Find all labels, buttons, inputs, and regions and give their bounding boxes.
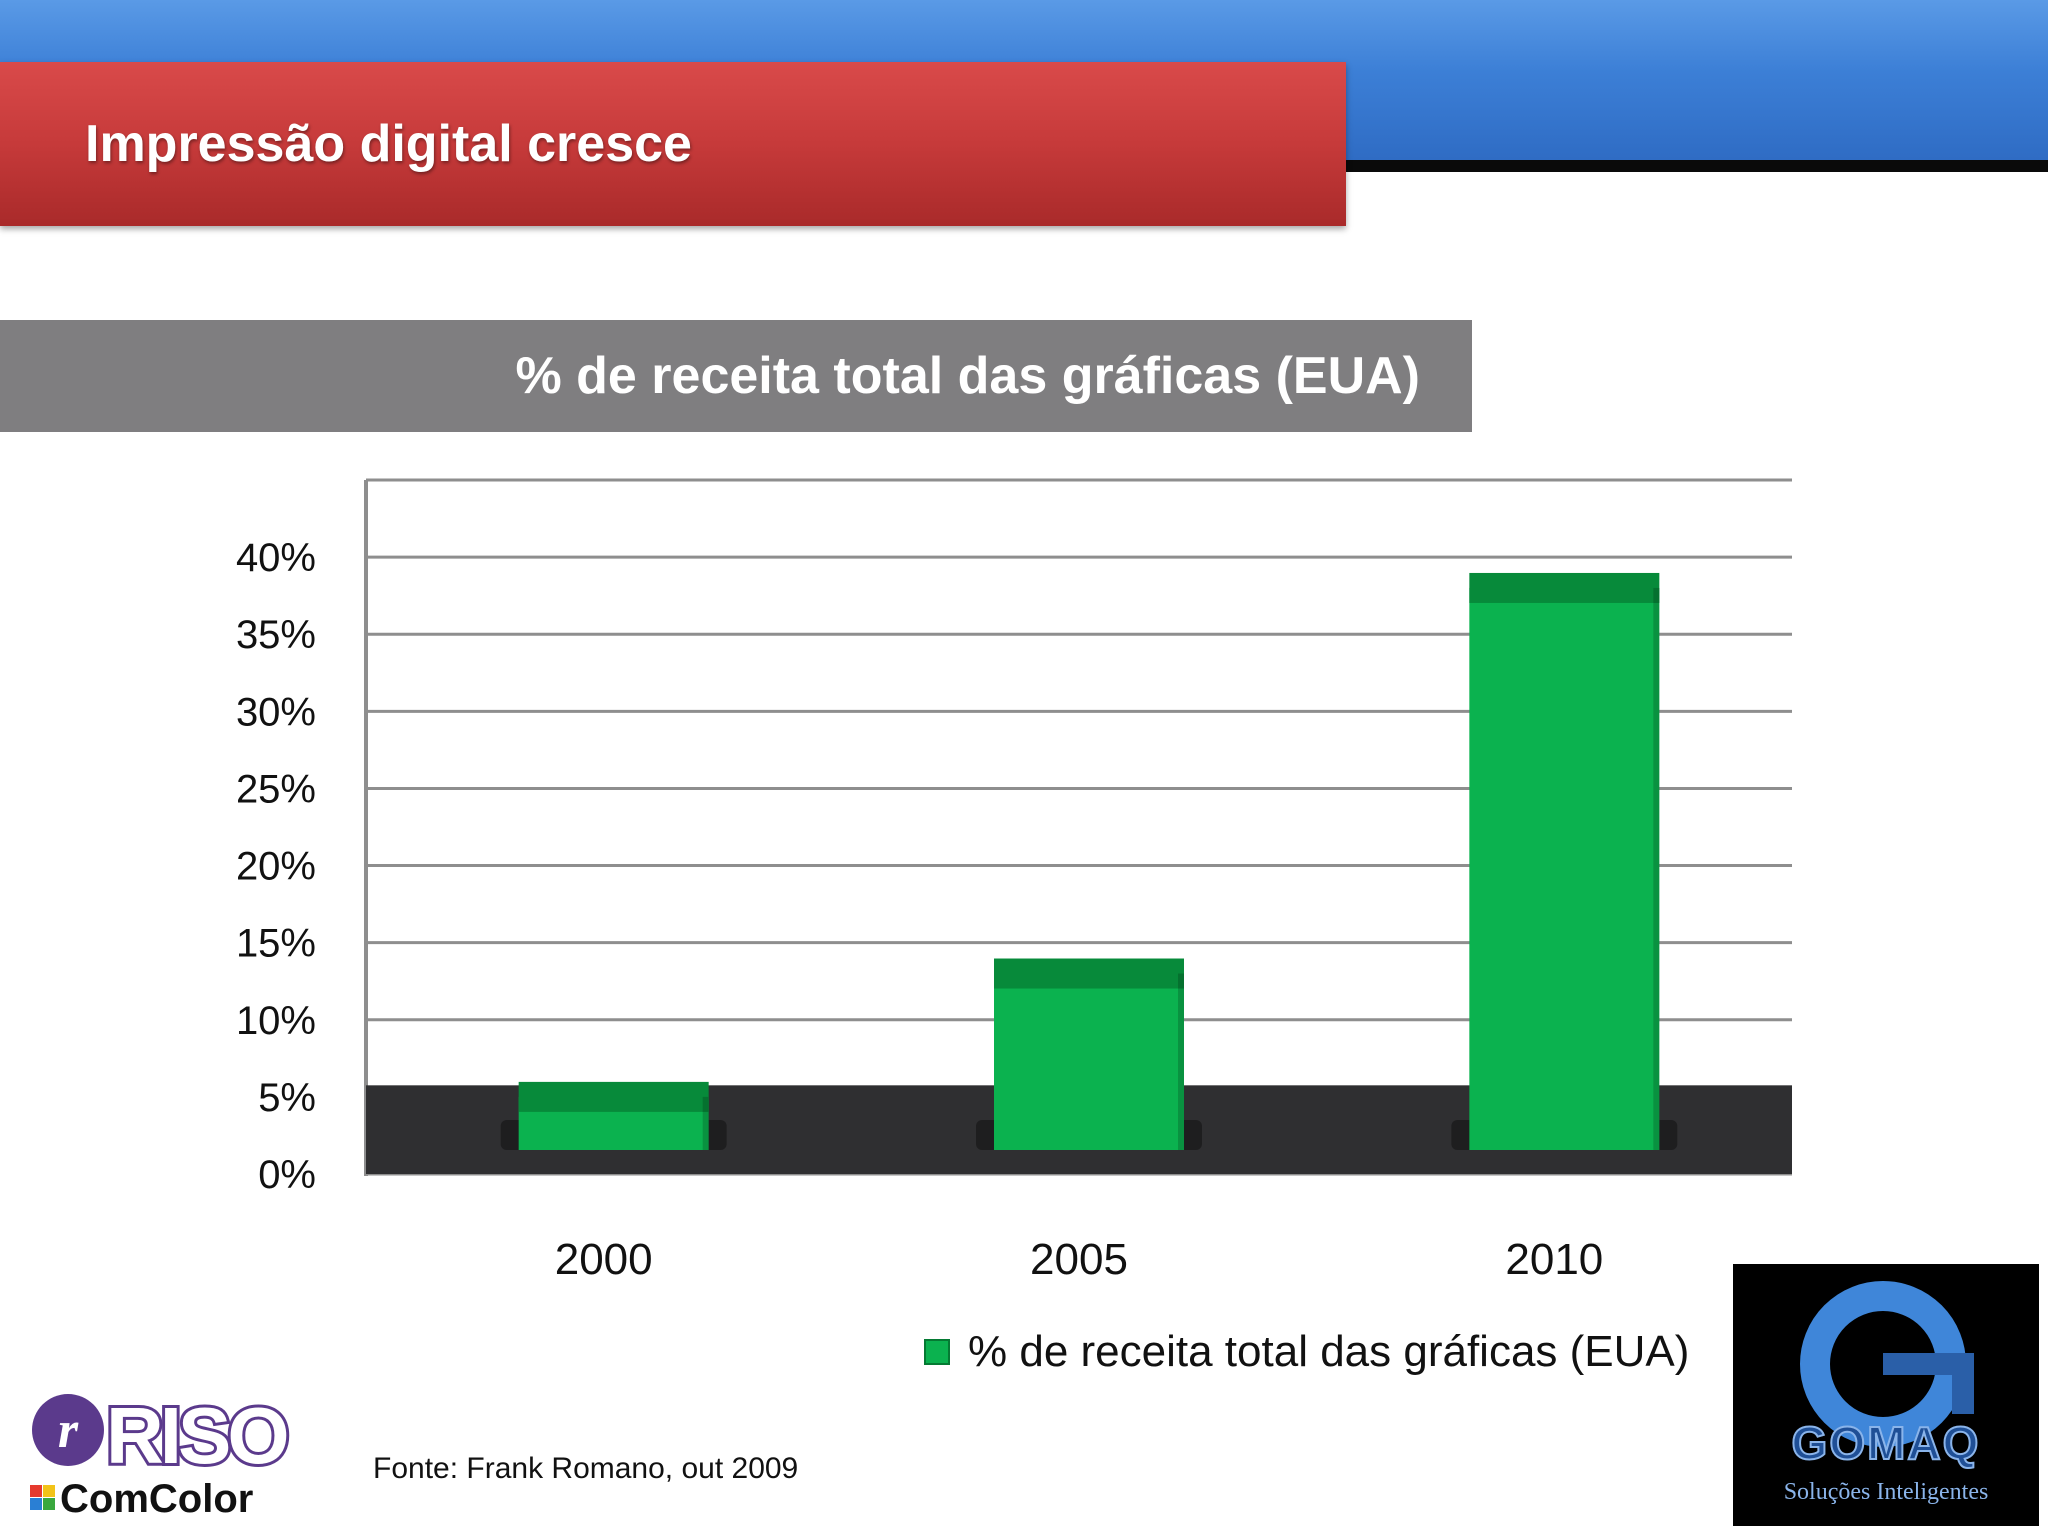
svg-text:r: r (58, 1402, 79, 1459)
chart-legend: % de receita total das gráficas (EUA) (924, 1322, 1689, 1382)
bar-2010 (1469, 587, 1660, 1150)
chart-title-banner: % de receita total das gráficas (EUA) (0, 320, 1472, 432)
title-banner: Impressão digital cresce (0, 62, 1346, 226)
x-axis-tick-labels: 2000 2005 2010 (555, 1235, 1604, 1284)
x-tick-label: 2000 (555, 1235, 653, 1284)
bar-top-2005 (994, 958, 1184, 989)
bar-2005 (994, 973, 1184, 1150)
source-note: Fonte: Frank Romano, out 2009 (373, 1452, 799, 1485)
y-tick-label: 5% (258, 1076, 316, 1120)
page-title: Impressão digital cresce (85, 115, 692, 173)
y-tick-label: 30% (236, 690, 316, 734)
y-tick-label: 0% (258, 1153, 316, 1197)
gomaq-logo: GOMAQ Soluções Inteligentes (1733, 1264, 2039, 1526)
svg-text:RISO: RISO (106, 1391, 286, 1480)
bar-edge (1653, 587, 1660, 1150)
x-tick-label: 2005 (1030, 1235, 1128, 1284)
bar-top-2000 (518, 1081, 709, 1112)
y-tick-label: 15% (236, 922, 316, 966)
y-tick-label: 20% (236, 845, 316, 889)
bar-edge (1178, 973, 1184, 1150)
riso-comcolor-logo: r RISO ComColor (30, 1388, 293, 1520)
chart-bars (500, 572, 1678, 1150)
x-tick-label: 2010 (1505, 1235, 1603, 1284)
bar-edge (702, 1096, 709, 1150)
y-tick-label: 35% (236, 613, 316, 657)
y-tick-label: 25% (236, 767, 316, 811)
y-axis-tick-labels: 0% 5% 10% 15% 20% 25% 30% 35% 40% (236, 536, 316, 1197)
svg-text:GOMAQ: GOMAQ (1792, 1417, 1981, 1469)
legend-label: % de receita total das gráficas (EUA) (968, 1327, 1690, 1376)
svg-text:ComColor: ComColor (60, 1477, 253, 1520)
y-tick-label: 40% (236, 536, 316, 580)
svg-text:Soluções Inteligentes: Soluções Inteligentes (1784, 1479, 1989, 1505)
bar-top-2010 (1469, 572, 1660, 603)
legend-swatch (924, 1339, 950, 1365)
chart-title: % de receita total das gráficas (EUA) (515, 347, 1420, 405)
y-tick-label: 10% (236, 999, 316, 1043)
